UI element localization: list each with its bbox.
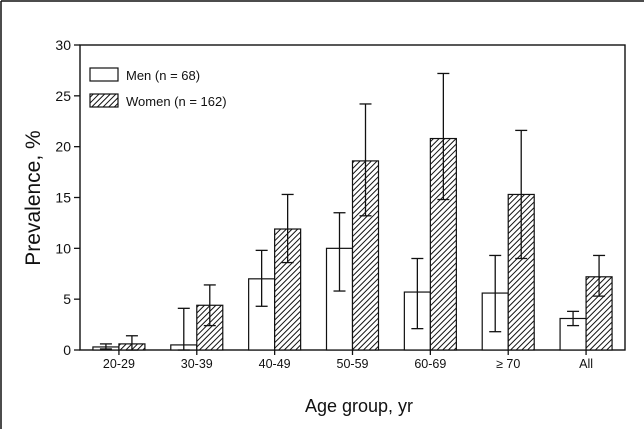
legend: Men (n = 68) Women (n = 162) xyxy=(89,67,227,109)
y-tick-label: 25 xyxy=(55,88,71,104)
y-tick-label: 5 xyxy=(63,291,71,307)
error-bars xyxy=(99,72,606,351)
y-tick-label: 20 xyxy=(55,139,71,155)
y-axis: 0 5 10 15 20 25 30 xyxy=(55,37,80,358)
legend-label-women: Women (n = 162) xyxy=(126,94,227,109)
x-tick-label: 20-29 xyxy=(103,357,135,371)
y-tick-label: 15 xyxy=(55,190,71,206)
y-tick-label: 30 xyxy=(55,37,71,53)
bars xyxy=(92,137,613,351)
x-tick-label: All xyxy=(579,357,593,371)
x-tick-label: 40-49 xyxy=(259,357,291,371)
legend-swatch-men xyxy=(89,67,119,82)
legend-swatch-women xyxy=(89,93,119,108)
x-axis: 20-29 30-39 40-49 50-59 60-69 ≥ 70 All xyxy=(103,350,593,371)
x-tick-label: 60-69 xyxy=(414,357,446,371)
x-axis-title: Age group, yr xyxy=(305,396,413,416)
y-tick-label: 0 xyxy=(63,342,71,358)
x-tick-label: 30-39 xyxy=(181,357,213,371)
y-axis-title: Prevalence, % xyxy=(22,130,45,265)
legend-label-men: Men (n = 68) xyxy=(126,68,200,83)
x-tick-label: 50-59 xyxy=(337,357,369,371)
x-tick-label: ≥ 70 xyxy=(496,357,520,371)
y-tick-label: 10 xyxy=(55,240,71,256)
